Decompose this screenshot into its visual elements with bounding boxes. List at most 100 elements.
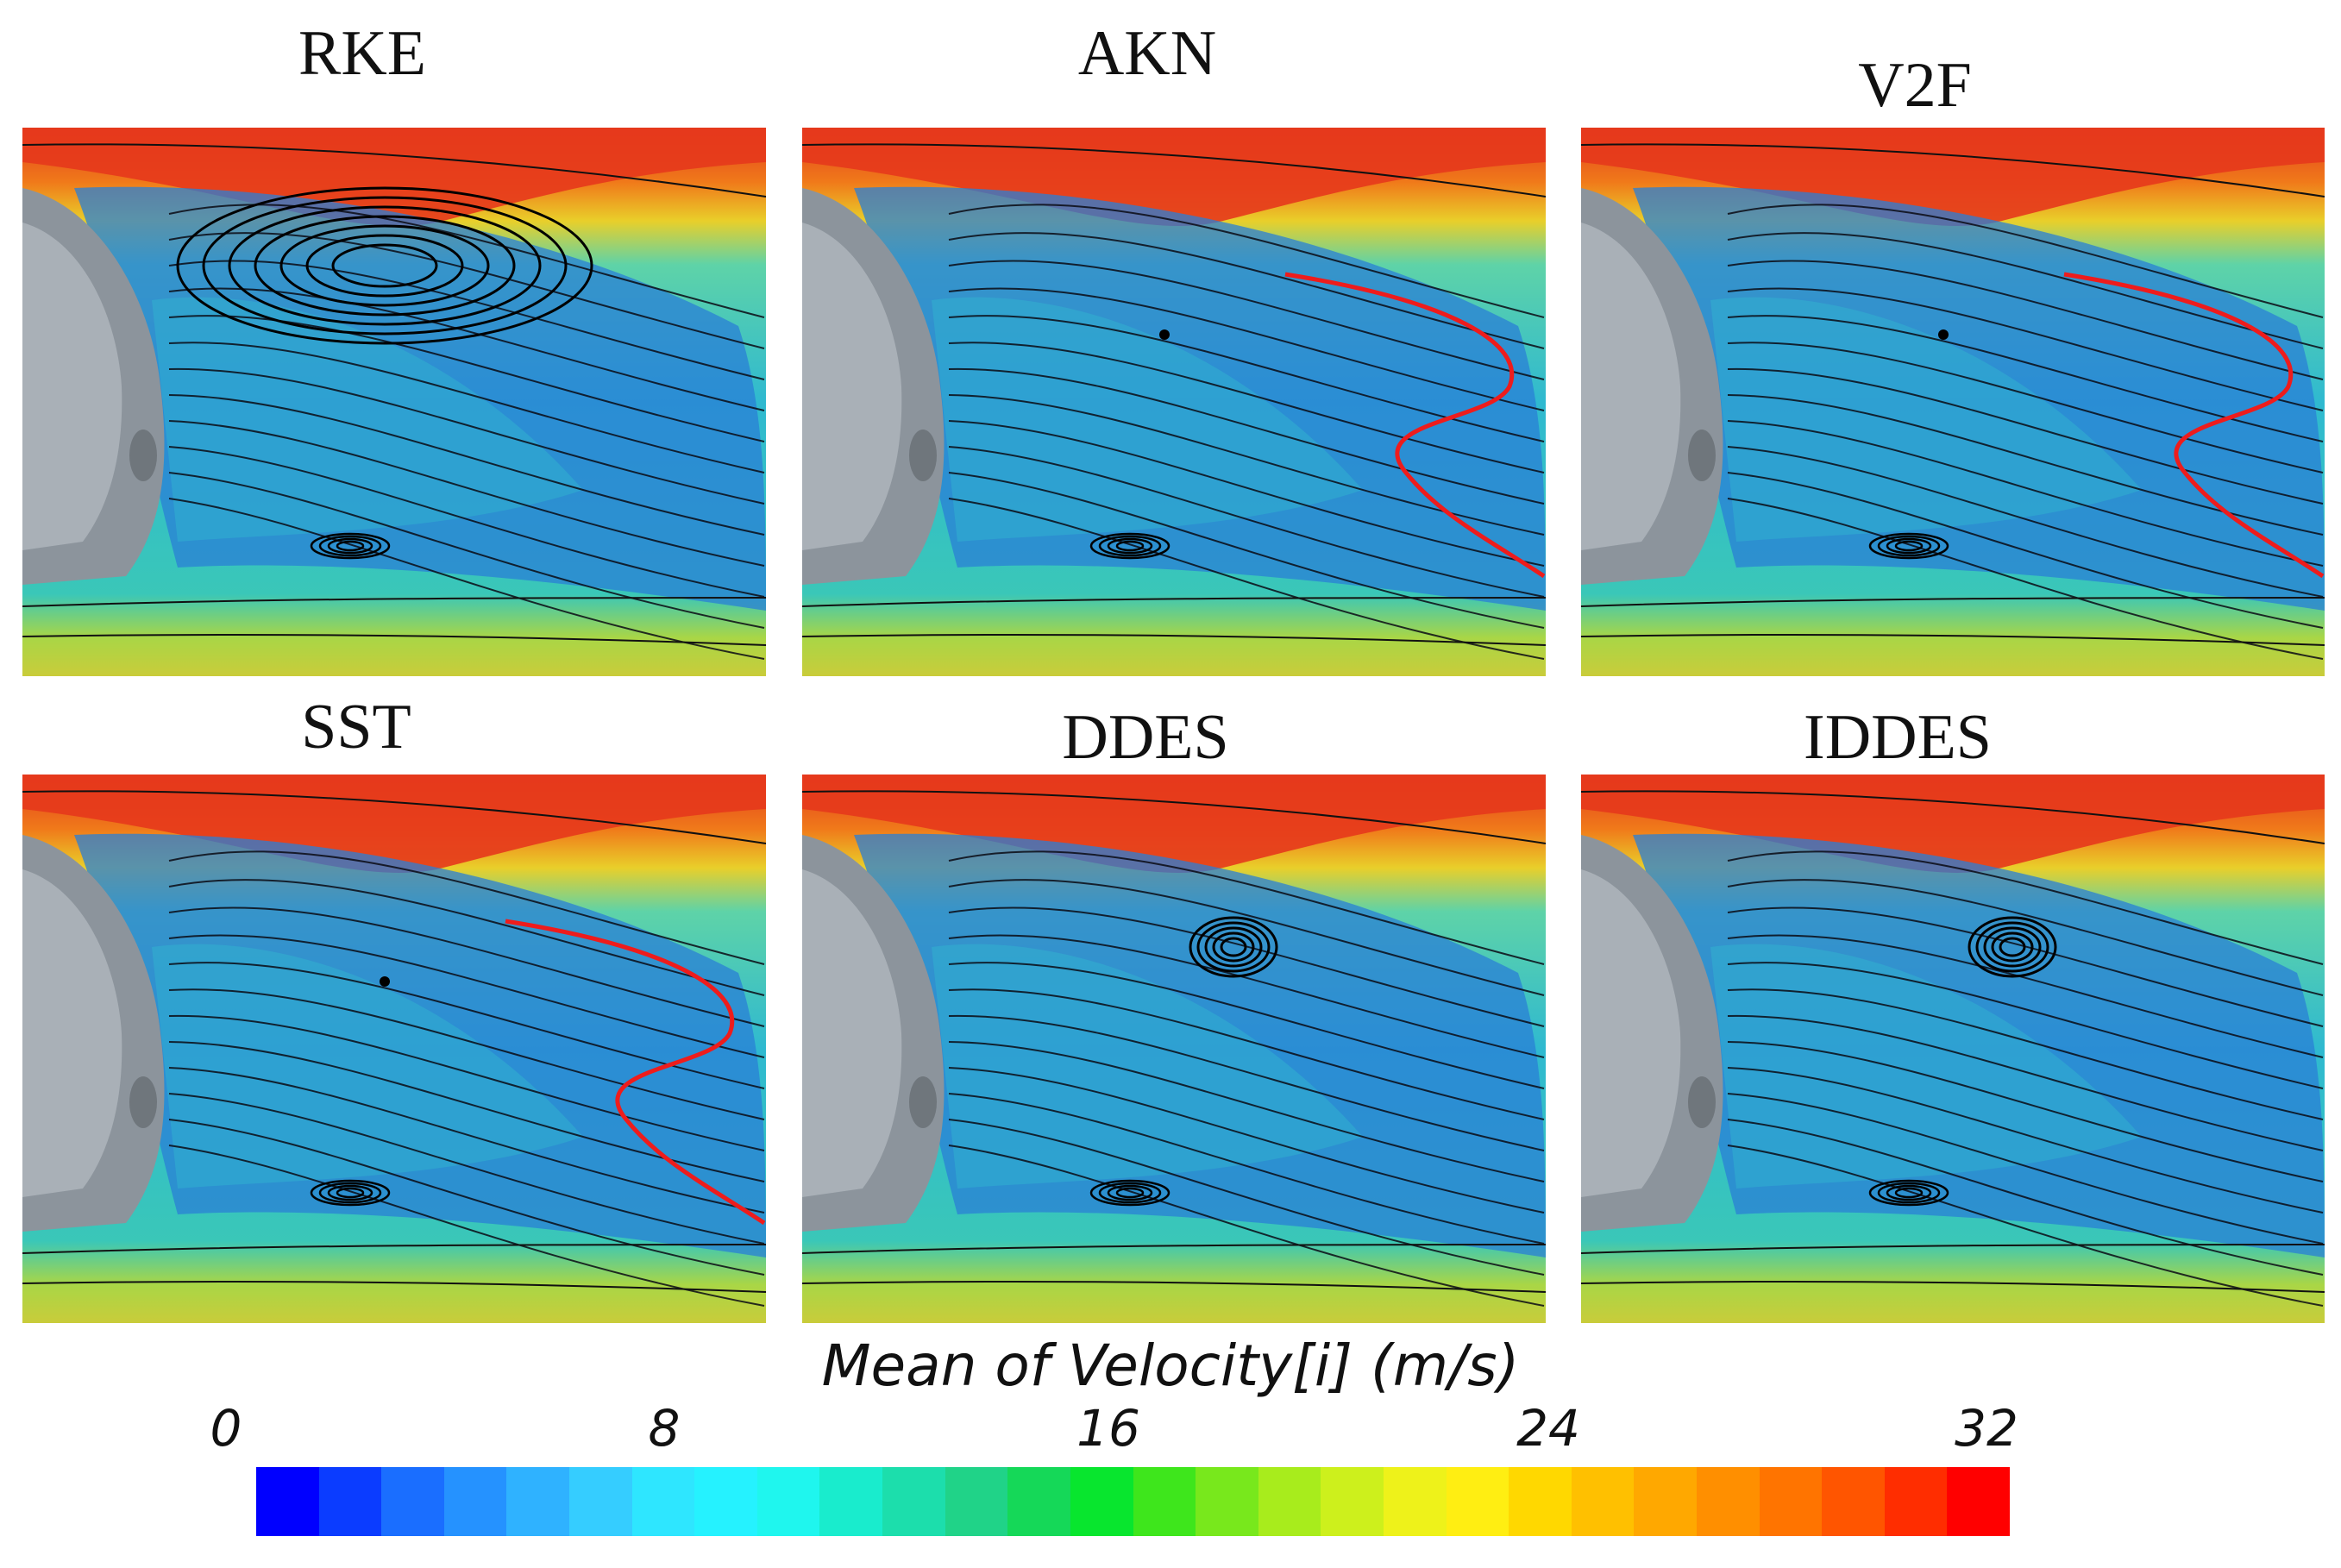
colorbar-segment (882, 1467, 945, 1536)
vortex-spiral (279, 224, 490, 307)
vortex-spiral (1877, 1182, 1941, 1204)
vortex-spiral (1983, 926, 2042, 968)
streamline (948, 472, 1545, 629)
streamline (1727, 315, 2324, 442)
colorbar-segment (1383, 1467, 1447, 1536)
streamline (168, 1119, 765, 1276)
vortex-spiral (1868, 532, 1949, 560)
streamline (1727, 1093, 2324, 1245)
colorbar-segment (1822, 1467, 1885, 1536)
streamline (948, 446, 1545, 598)
streamline (948, 260, 1545, 380)
streamline (948, 394, 1545, 536)
streamline (1727, 962, 2324, 1089)
panel-title-sst: SST (301, 692, 411, 762)
vortex-spiral (327, 537, 373, 555)
colorbar-segment (1947, 1467, 2011, 1536)
vortex-spiral (228, 205, 542, 326)
streamline (802, 143, 1546, 198)
streamline (1727, 287, 2324, 411)
colorbar-tick: 0 (210, 1399, 242, 1458)
streamline (1727, 906, 2324, 1027)
streamline (802, 634, 1546, 646)
streamline (168, 988, 765, 1120)
streamline (1727, 420, 2324, 567)
streamline (1727, 1067, 2324, 1214)
vortex-spiral (1886, 1184, 1932, 1201)
streamline (802, 597, 1546, 607)
streamline (1727, 850, 2324, 965)
colorbar-title: Mean of Velocity[i] (m/s) (821, 1333, 1520, 1399)
streamline (948, 498, 1545, 660)
colorbar-tick: 32 (1955, 1399, 2018, 1458)
vortex-spiral (336, 1187, 365, 1199)
panel-title-akn: AKN (1077, 18, 1217, 89)
streamline (948, 850, 1545, 965)
streamline (802, 790, 1546, 844)
vortex-spiral (1991, 931, 2034, 963)
streamline (168, 394, 765, 536)
colorbar-segment (1634, 1467, 1698, 1536)
vortex-spiral (1975, 921, 2049, 973)
colorbar-tick: 8 (648, 1399, 681, 1458)
streamline (802, 1281, 1546, 1293)
streamline (168, 1093, 765, 1245)
vortex-spiral (327, 1184, 373, 1201)
colorbar-tick: 24 (1516, 1399, 1580, 1458)
colorbar-segment (1509, 1467, 1572, 1536)
streamline (948, 879, 1545, 996)
colorbar-segment (756, 1467, 820, 1536)
colorbar-segment (1007, 1467, 1070, 1536)
streamline (168, 934, 765, 1058)
streamline (802, 1244, 1546, 1254)
colorbar-segment (1446, 1467, 1509, 1536)
wheel-hole (1688, 1076, 1716, 1128)
panel-title-iddes: IDDES (1804, 702, 1992, 773)
colorbar-segment (945, 1467, 1008, 1536)
vortex-spiral (1089, 532, 1170, 560)
colorbar-segment (569, 1467, 632, 1536)
vortex-spiral (1196, 921, 1271, 973)
vortex-spiral (1894, 540, 1924, 552)
velocity-profile-line (2063, 272, 2325, 579)
vortex-spiral (1189, 916, 1278, 978)
streamline (168, 906, 765, 1027)
streamline (948, 287, 1545, 411)
streamline (948, 315, 1545, 442)
flow-image-v2f (1581, 128, 2325, 676)
wheel-hole (1688, 430, 1716, 481)
streamline (168, 962, 765, 1089)
streamline (22, 1281, 766, 1293)
streamline (168, 446, 765, 598)
focus-node (1938, 329, 1949, 340)
streamline (168, 498, 765, 660)
streamline (168, 204, 765, 318)
high-velocity-region (1581, 128, 2325, 226)
colorbar-segment (381, 1467, 444, 1536)
high-velocity-region (1581, 775, 2325, 873)
panel-title-v2f: V2F (1858, 50, 1972, 121)
streamline (1727, 879, 2324, 996)
streamline (168, 879, 765, 996)
flow-panel-sst (22, 775, 766, 1323)
streamline (168, 232, 765, 349)
flow-image-sst (22, 775, 766, 1323)
streamline (1581, 634, 2325, 646)
vortex-spiral (1115, 1187, 1145, 1199)
vortex-spiral (1220, 937, 1247, 957)
colorbar-segment (506, 1467, 570, 1536)
high-velocity-region (802, 128, 1546, 226)
streamline (1727, 1041, 2324, 1182)
colorbar-segment (1759, 1467, 1823, 1536)
streamline (1727, 498, 2324, 660)
vortex-spiral (305, 234, 464, 298)
wheel-hole (909, 1076, 937, 1128)
colorbar-segment (819, 1467, 883, 1536)
vortex-spiral (176, 186, 593, 345)
streamline (948, 367, 1545, 505)
colorbar-segment (1258, 1467, 1321, 1536)
streamline (948, 232, 1545, 349)
streamline (168, 1014, 765, 1151)
streamline (948, 204, 1545, 318)
flow-panel-akn (802, 128, 1546, 676)
